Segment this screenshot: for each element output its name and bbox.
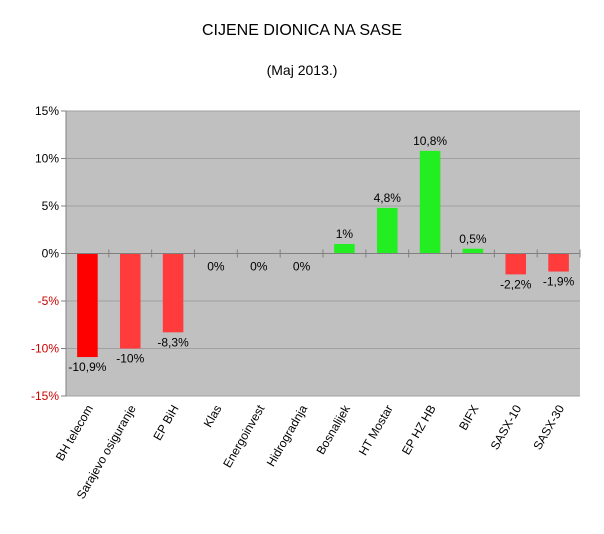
bar — [334, 244, 355, 254]
chart-title: CIJENE DIONICA NA SASE — [201, 22, 403, 39]
data-label: 4,8% — [374, 191, 402, 205]
x-tick-label: Hidrogradnja — [264, 402, 311, 469]
bar — [162, 253, 184, 333]
data-label: 10,8% — [413, 134, 447, 148]
bar — [376, 207, 398, 254]
chart-subtitle: (Maj 2013.) — [266, 62, 338, 78]
data-label: 0,5% — [459, 232, 487, 246]
x-tick-label: BIFX — [456, 403, 481, 433]
y-tick-label: -10% — [31, 342, 59, 356]
data-label: -10% — [116, 352, 144, 366]
x-tick-label: Klas — [201, 403, 225, 430]
y-tick-label: 0% — [42, 247, 60, 261]
bar — [505, 253, 527, 275]
x-tick-label: SASX-30 — [530, 402, 567, 452]
data-label: -8,3% — [157, 335, 189, 349]
y-tick-label: -5% — [38, 294, 60, 308]
bar — [77, 253, 98, 358]
bar — [548, 253, 569, 272]
x-tick-label: Bosnalijek — [314, 402, 354, 457]
bar — [419, 150, 441, 254]
data-label: -10,9% — [68, 360, 106, 374]
y-tick-label: 15% — [35, 104, 59, 118]
y-tick-label: 10% — [35, 152, 59, 166]
x-tick-label: EP HZ HB — [399, 403, 439, 458]
data-label: 0% — [207, 260, 225, 274]
data-label: 0% — [293, 260, 311, 274]
data-label: -2,2% — [500, 277, 532, 291]
x-tick-label: SASX-10 — [488, 402, 525, 452]
data-label: 1% — [336, 227, 354, 241]
bar — [462, 248, 484, 254]
data-label: -1,9% — [543, 275, 575, 289]
x-tick-label: Energoinvest — [220, 402, 267, 470]
y-tick-label: -15% — [31, 389, 59, 403]
data-label: 0% — [250, 260, 268, 274]
bar — [119, 253, 141, 349]
x-tick-label: EP BiH — [150, 403, 181, 443]
x-tick-label: BH telecom — [53, 403, 96, 464]
x-tick-label: HT Mostar — [356, 403, 396, 458]
y-tick-label: 5% — [42, 199, 60, 213]
